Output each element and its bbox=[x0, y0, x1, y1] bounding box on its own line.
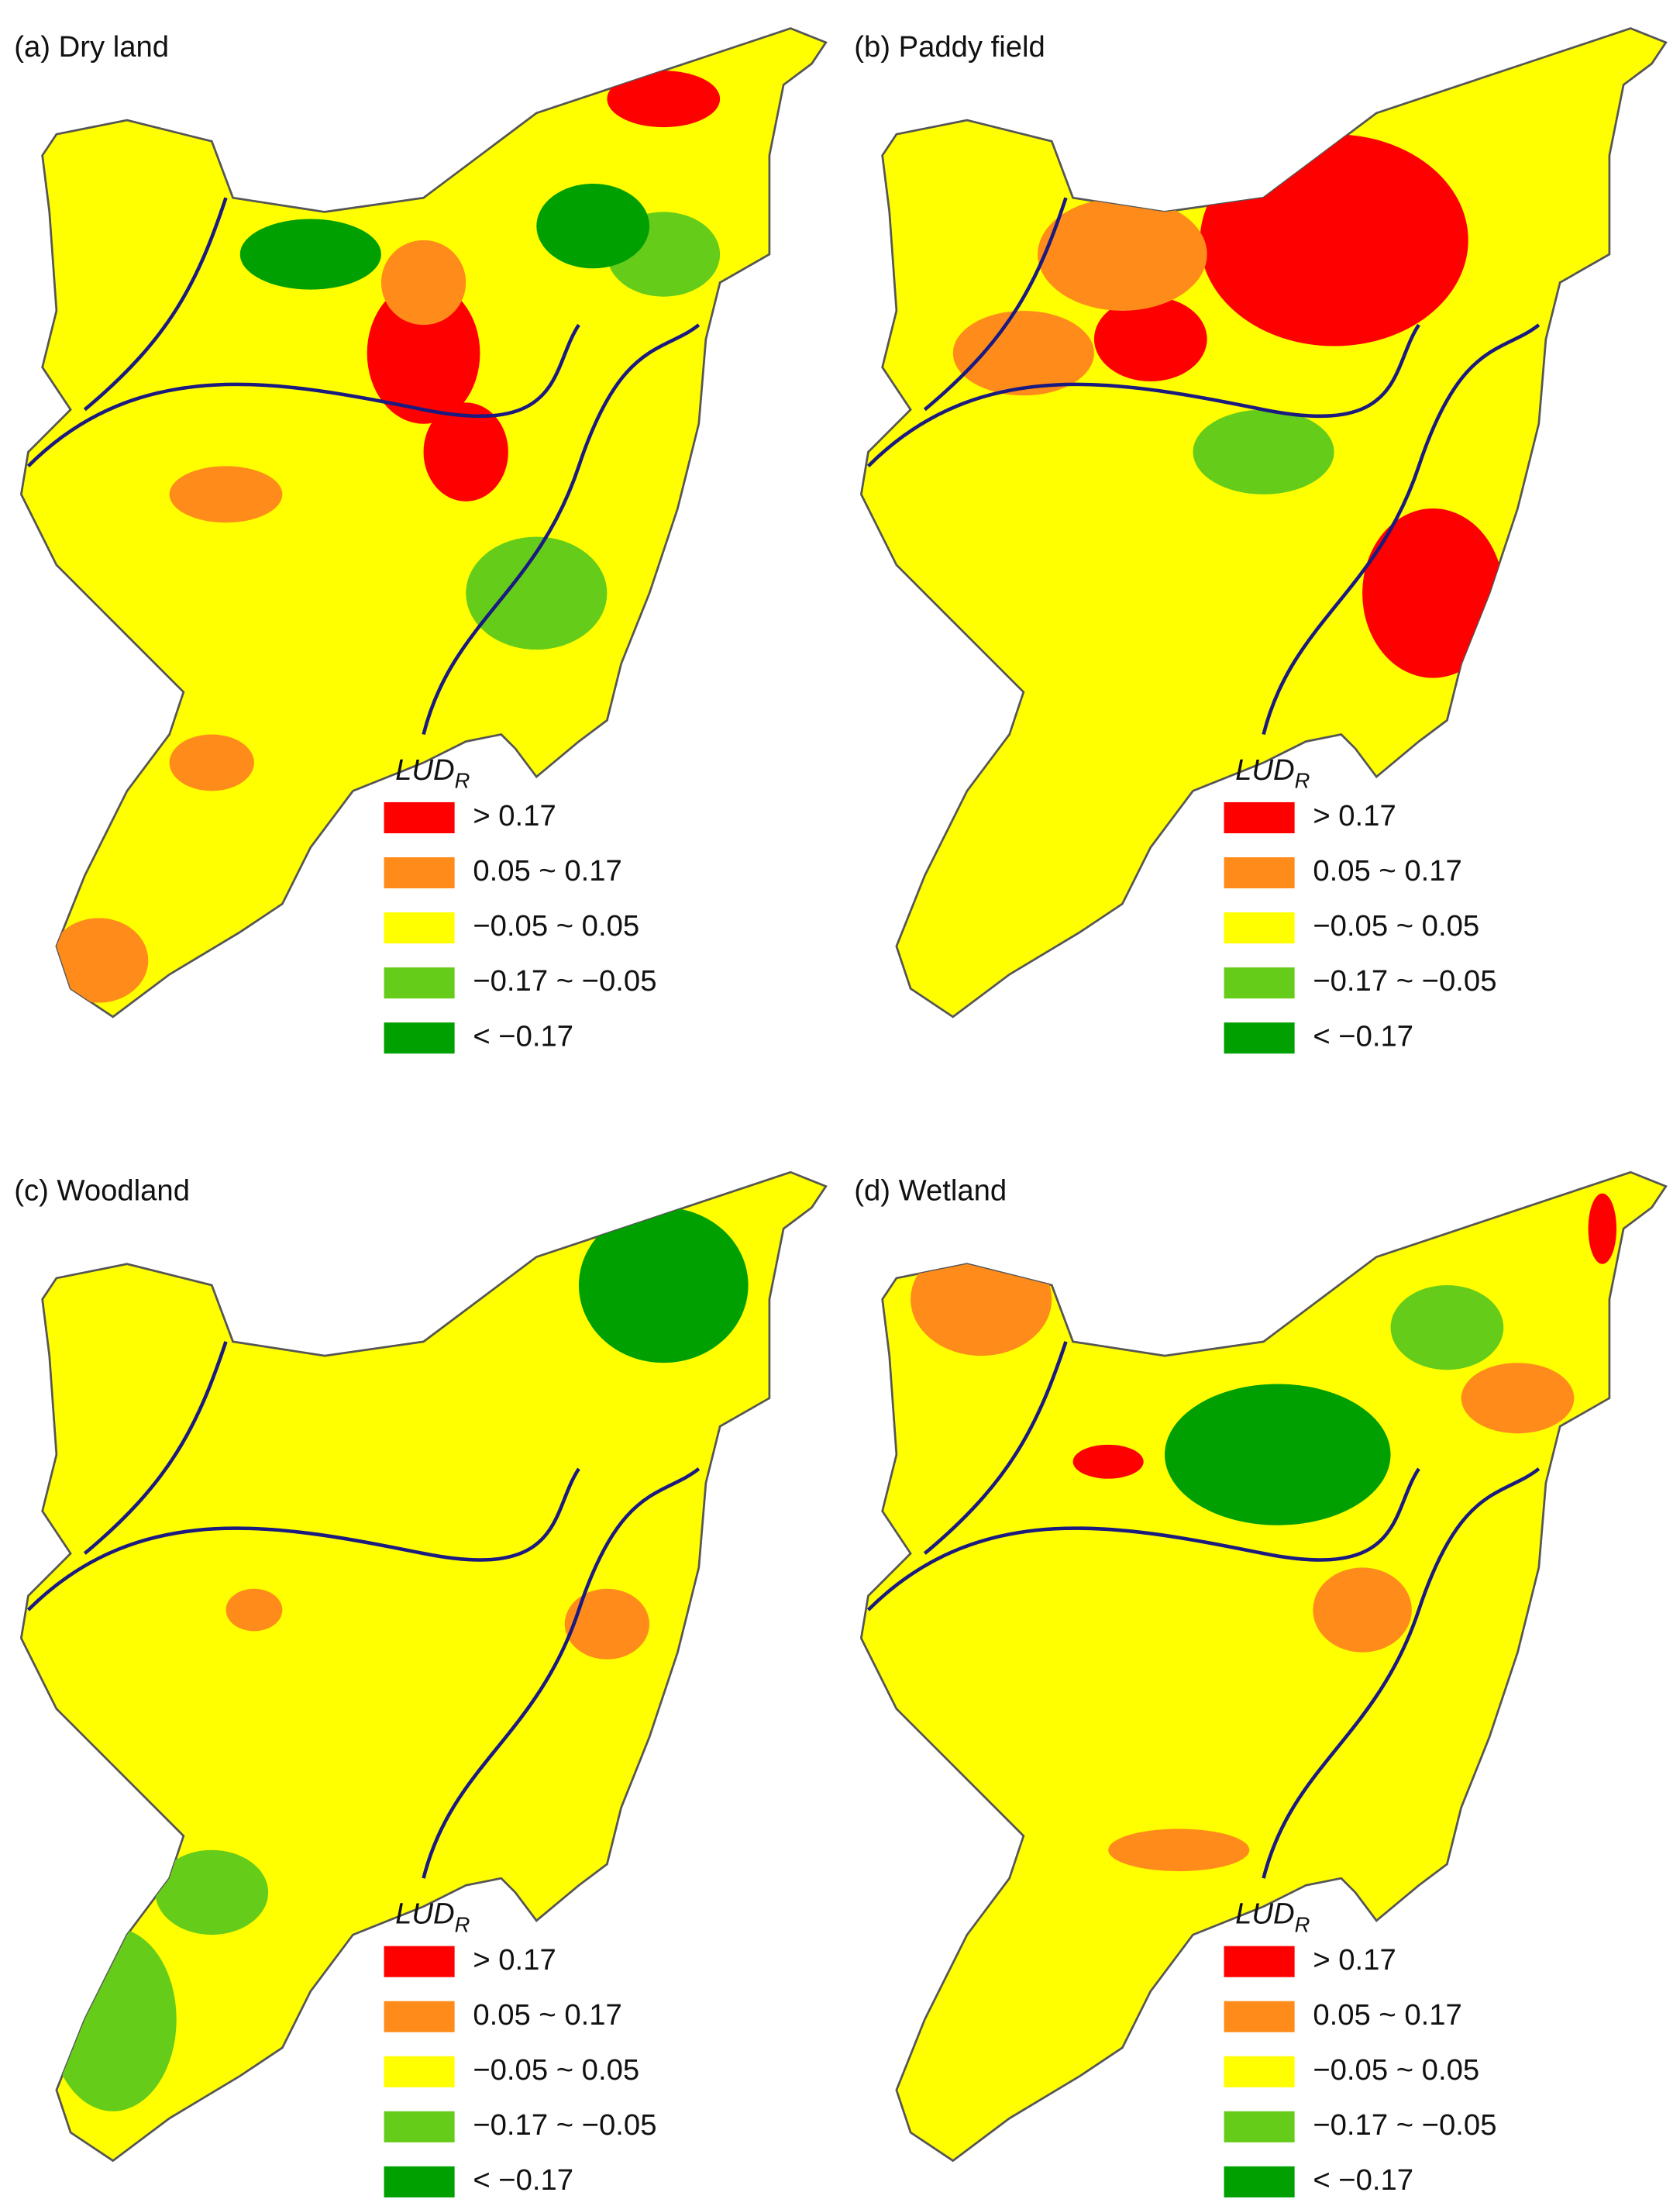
legend-swatch bbox=[1224, 2001, 1295, 2032]
legend-title-main: LUD bbox=[1235, 1897, 1295, 1930]
panel-title: (c) Woodland bbox=[14, 1174, 190, 1208]
legend-title-main: LUD bbox=[395, 1897, 455, 1930]
legend-title-main: LUD bbox=[395, 753, 455, 787]
panel-title: (a) Dry land bbox=[14, 30, 169, 64]
panel: (d) Wetland LUDR> 0.17 0.05 ~ 0.17 −0.05 ~ … bbox=[854, 1170, 1668, 2197]
legend-swatch bbox=[1224, 1022, 1295, 1054]
panel: (c) Woodland LUDR> 0.17 0.05 ~ 0.17 −0.05 ~… bbox=[14, 1170, 828, 2197]
legend-label: 0.05 ~ 0.17 bbox=[1313, 1998, 1461, 2032]
legend-label: 0.05 ~ 0.17 bbox=[473, 1998, 621, 2032]
legend-swatch bbox=[384, 857, 455, 889]
legend-title-main: LUD bbox=[1235, 753, 1295, 787]
legend-title-subscript: R bbox=[1295, 769, 1310, 793]
panel-title: (b) Paddy field bbox=[854, 30, 1045, 64]
legend-label: −0.05 ~ 0.05 bbox=[473, 909, 639, 943]
legend-swatch bbox=[1224, 2111, 1295, 2142]
legend-label: > 0.17 bbox=[473, 799, 556, 832]
legend-label: −0.17 ~ −0.05 bbox=[473, 964, 656, 998]
legend-swatch bbox=[384, 801, 455, 834]
legend-label: < −0.17 bbox=[473, 1019, 573, 1053]
legend-swatch bbox=[384, 1022, 455, 1054]
legend-label: > 0.17 bbox=[473, 1943, 556, 1977]
legend-title: LUDR bbox=[1235, 1897, 1310, 1936]
legend-swatch bbox=[1224, 2166, 1295, 2197]
legend-label: −0.17 ~ −0.05 bbox=[1313, 2108, 1496, 2142]
legend-label: −0.05 ~ 0.05 bbox=[1313, 909, 1479, 943]
legend-label: < −0.17 bbox=[1313, 2163, 1413, 2197]
legend-swatch bbox=[384, 2111, 455, 2142]
legend-label: 0.05 ~ 0.17 bbox=[473, 854, 621, 888]
legend-label: > 0.17 bbox=[1313, 799, 1396, 832]
legend-label: < −0.17 bbox=[1313, 1019, 1413, 1053]
legend-swatch bbox=[384, 2056, 455, 2087]
legend-title-subscript: R bbox=[1295, 1912, 1310, 1936]
legend-label: > 0.17 bbox=[1313, 1943, 1396, 1977]
legend-title-subscript: R bbox=[455, 1912, 470, 1936]
legend-label: −0.17 ~ −0.05 bbox=[1313, 964, 1496, 998]
panel-title: (d) Wetland bbox=[854, 1174, 1007, 1208]
legend-label: 0.05 ~ 0.17 bbox=[1313, 854, 1461, 888]
legend-label: < −0.17 bbox=[473, 2163, 573, 2197]
legend-title: LUDR bbox=[395, 753, 470, 793]
legend-label: −0.05 ~ 0.05 bbox=[473, 2053, 639, 2087]
legend-swatch bbox=[384, 967, 455, 999]
legend-swatch bbox=[384, 2001, 455, 2032]
legend-title: LUDR bbox=[395, 1897, 470, 1936]
legend-swatch bbox=[384, 1946, 455, 1977]
legend-title-subscript: R bbox=[455, 769, 470, 793]
legend-swatch bbox=[1224, 857, 1295, 889]
legend-swatch bbox=[1224, 1946, 1295, 1977]
legend-label: −0.17 ~ −0.05 bbox=[473, 2108, 656, 2142]
legend-swatch bbox=[1224, 801, 1295, 834]
legend-swatch bbox=[1224, 967, 1295, 999]
legend-swatch bbox=[384, 2166, 455, 2197]
legend-label: −0.05 ~ 0.05 bbox=[1313, 2053, 1479, 2087]
legend-swatch bbox=[1224, 2056, 1295, 2087]
legend-title: LUDR bbox=[1235, 753, 1310, 793]
panel: (b) Paddy field LUDR> 0.17 0.05 ~ 0.17 −0.0… bbox=[854, 27, 1668, 1054]
legend-swatch bbox=[384, 912, 455, 944]
legend-swatch bbox=[1224, 912, 1295, 944]
panel: (a) Dry land LUDR> 0.17 0.05 ~ 0.17 −0.05 ~… bbox=[14, 27, 828, 1054]
